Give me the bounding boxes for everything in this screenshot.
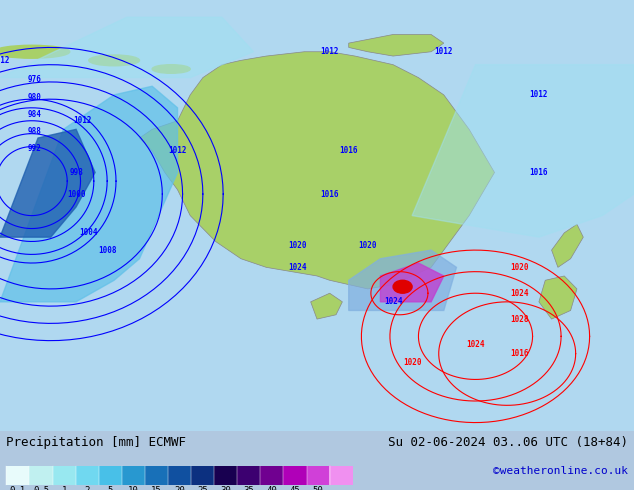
Text: 1020: 1020 xyxy=(358,241,377,250)
Text: Su 02-06-2024 03..06 UTC (18+84): Su 02-06-2024 03..06 UTC (18+84) xyxy=(387,436,628,449)
Bar xyxy=(122,466,145,485)
Bar xyxy=(53,466,75,485)
Text: 1028: 1028 xyxy=(510,315,529,323)
Text: 1012: 1012 xyxy=(73,116,92,125)
Polygon shape xyxy=(349,250,456,311)
Ellipse shape xyxy=(89,55,139,66)
Text: 984: 984 xyxy=(28,110,42,119)
Text: 0.5: 0.5 xyxy=(33,486,49,490)
Text: 50: 50 xyxy=(313,486,323,490)
Polygon shape xyxy=(311,293,342,319)
Polygon shape xyxy=(0,17,254,77)
Text: 1020: 1020 xyxy=(510,263,529,272)
Bar xyxy=(29,466,53,485)
Text: 10: 10 xyxy=(128,486,139,490)
Text: 0.1: 0.1 xyxy=(10,486,26,490)
Text: 25: 25 xyxy=(197,486,208,490)
Text: 1012: 1012 xyxy=(434,47,453,56)
Text: 1012: 1012 xyxy=(0,56,10,65)
Circle shape xyxy=(393,280,412,293)
Text: 1016: 1016 xyxy=(320,190,339,198)
Text: 988: 988 xyxy=(28,127,42,136)
Bar xyxy=(145,466,168,485)
Ellipse shape xyxy=(0,45,70,58)
Text: 1012: 1012 xyxy=(168,147,187,155)
Text: 35: 35 xyxy=(243,486,254,490)
Text: 20: 20 xyxy=(174,486,185,490)
Text: 1: 1 xyxy=(61,486,67,490)
Text: 1000: 1000 xyxy=(67,190,86,198)
Polygon shape xyxy=(0,129,95,237)
Text: 1004: 1004 xyxy=(79,228,98,237)
Bar xyxy=(99,466,122,485)
Bar xyxy=(6,466,29,485)
Text: 998: 998 xyxy=(69,168,83,177)
Polygon shape xyxy=(349,34,444,56)
Polygon shape xyxy=(0,86,178,302)
Text: 1016: 1016 xyxy=(529,168,548,177)
Bar xyxy=(283,466,307,485)
Text: 2: 2 xyxy=(84,486,90,490)
Text: 1020: 1020 xyxy=(403,358,422,367)
Bar xyxy=(168,466,191,485)
Text: 1020: 1020 xyxy=(288,241,307,250)
Text: 40: 40 xyxy=(266,486,277,490)
Polygon shape xyxy=(412,65,634,237)
Text: 1024: 1024 xyxy=(510,289,529,298)
Bar xyxy=(214,466,237,485)
Bar xyxy=(330,466,353,485)
Polygon shape xyxy=(380,263,444,302)
Text: 1012: 1012 xyxy=(320,47,339,56)
Bar xyxy=(237,466,261,485)
Ellipse shape xyxy=(152,65,190,74)
Text: 45: 45 xyxy=(290,486,301,490)
Bar xyxy=(261,466,283,485)
Bar xyxy=(75,466,99,485)
Polygon shape xyxy=(139,52,495,289)
Text: 992: 992 xyxy=(28,144,42,153)
Text: 980: 980 xyxy=(28,93,42,101)
Text: 5: 5 xyxy=(108,486,113,490)
Text: 1024: 1024 xyxy=(384,297,403,306)
Text: 1016: 1016 xyxy=(339,147,358,155)
Text: ©weatheronline.co.uk: ©weatheronline.co.uk xyxy=(493,466,628,476)
Polygon shape xyxy=(330,466,342,485)
Text: 1012: 1012 xyxy=(529,90,548,99)
Text: 15: 15 xyxy=(151,486,162,490)
Text: Precipitation [mm] ECMWF: Precipitation [mm] ECMWF xyxy=(6,436,186,449)
Text: 1024: 1024 xyxy=(466,341,485,349)
Text: 30: 30 xyxy=(221,486,231,490)
Text: 976: 976 xyxy=(28,75,42,84)
Bar xyxy=(191,466,214,485)
Polygon shape xyxy=(552,224,583,268)
Polygon shape xyxy=(539,276,577,319)
Text: 1016: 1016 xyxy=(510,349,529,358)
Bar xyxy=(307,466,330,485)
Text: 1008: 1008 xyxy=(98,245,117,255)
Text: 1024: 1024 xyxy=(288,263,307,272)
